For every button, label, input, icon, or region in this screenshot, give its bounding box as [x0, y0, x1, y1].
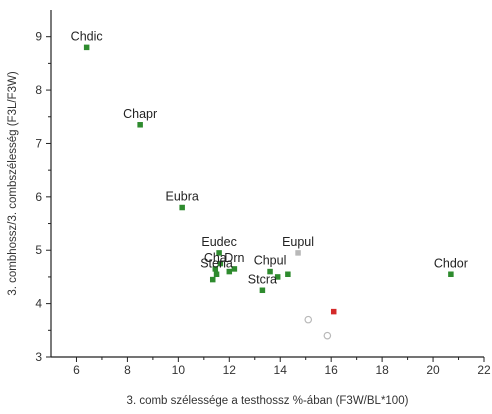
x-tick-label: 18: [375, 363, 389, 377]
x-tick-label: 20: [426, 363, 440, 377]
data-points: [83, 44, 454, 340]
data-point: [212, 266, 219, 272]
x-tick-label: 12: [223, 363, 237, 377]
y-tick-label: 4: [35, 297, 42, 311]
data-point: [259, 287, 266, 294]
point-label: Stena: [200, 256, 233, 270]
x-tick-label: 10: [172, 363, 186, 377]
point-label: Eubra: [165, 190, 198, 204]
x-tick-label: 22: [477, 363, 491, 377]
y-tick-label: 8: [35, 83, 42, 97]
x-tick-label: 14: [274, 363, 288, 377]
point-label: Eupul: [282, 235, 314, 249]
x-tick-label: 16: [324, 363, 338, 377]
data-point: [267, 268, 273, 275]
data-point: [330, 308, 337, 315]
data-point: [226, 268, 233, 275]
data-point: [216, 250, 222, 256]
x-tick-label: 8: [124, 363, 131, 377]
data-point: [83, 44, 90, 51]
x-axis-ticks: 6 8 10 12 14 16 18 20 22: [73, 357, 491, 377]
point-label: Stcra: [248, 272, 277, 286]
y-axis-ticks: 3 4 5 6 7 8 9: [35, 30, 51, 364]
y-tick-label: 9: [35, 30, 42, 44]
y-axis-title: 3. combhossz/3. combszélesség (F3L/F3W): [7, 71, 19, 295]
data-point: [179, 204, 185, 211]
point-label: Chpul: [254, 254, 287, 268]
data-point: [231, 266, 238, 272]
data-point: [304, 315, 313, 324]
y-tick-label: 3: [35, 350, 42, 364]
data-point: [209, 276, 216, 283]
data-point: [448, 271, 454, 278]
data-point: [285, 271, 291, 278]
point-label: Chdic: [71, 29, 103, 43]
point-label: Chapr: [123, 107, 157, 121]
y-tick-label: 5: [35, 243, 42, 257]
data-point: [323, 331, 332, 340]
point-label: Drn: [224, 251, 244, 265]
x-tick-label: 6: [73, 363, 80, 377]
y-tick-label: 7: [35, 136, 42, 150]
data-point: [217, 260, 224, 267]
data-point: [137, 122, 143, 128]
point-label: Eudec: [201, 235, 236, 249]
data-point: [295, 250, 301, 256]
data-point: [213, 271, 220, 278]
data-point: [274, 274, 281, 280]
point-label: Cha: [204, 251, 227, 265]
axes: [50, 10, 484, 358]
point-label: Chdor: [434, 256, 468, 270]
x-axis-title: 3. comb szélessége a testhossz %-ában (F…: [127, 395, 409, 407]
y-tick-label: 6: [35, 190, 42, 204]
